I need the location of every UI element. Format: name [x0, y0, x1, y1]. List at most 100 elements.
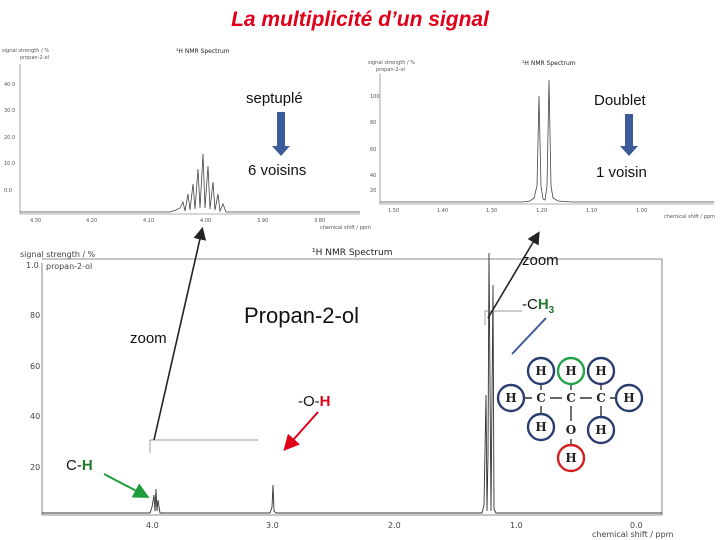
- spectrum-main-ytick: 40: [30, 412, 41, 421]
- main-spectrum-trace: [42, 252, 662, 514]
- spectrum-left-ytick: 20.0: [4, 135, 16, 141]
- spectrum-main-xtick: 3.0: [266, 521, 279, 530]
- spectrum-left-ytick: 0.0: [4, 188, 12, 194]
- ring-h-hydroxyl: [556, 443, 586, 473]
- spectrum-right-xtick: 1.10: [586, 208, 598, 214]
- atom-o: O: [566, 423, 576, 437]
- atom-c: C: [566, 391, 576, 405]
- doublet-peaks: [380, 79, 714, 203]
- spectrum-left-ytick: 10.0: [4, 161, 16, 167]
- ch3-pointer-arrow: [511, 317, 547, 355]
- ring-h-top-right: [586, 356, 616, 386]
- spectrum-main-ylabel: signal strength / %: [20, 250, 96, 259]
- oh-hydrogen: H: [319, 393, 331, 410]
- spectrum-main-xlabel: chemical shift / ppm: [592, 530, 674, 539]
- ring-h-left: [496, 383, 526, 413]
- spectrum-left-xtick: 3.90: [257, 218, 269, 224]
- spectrum-main-header: ¹H NMR Spectrum: [312, 248, 393, 258]
- spectrum-left-xtick: 4.00: [200, 218, 212, 224]
- spectrum-left-xtick: 3.80: [314, 218, 326, 224]
- ring-h-bottom-right: [586, 415, 616, 445]
- atom-h: H: [535, 364, 546, 378]
- spectrum-left-xtick: 4.10: [143, 218, 155, 224]
- ring-h-right: [614, 383, 644, 413]
- doublet-down-arrow: [620, 114, 638, 156]
- spectrum-main-xtick: 0.0: [630, 521, 643, 530]
- spectrum-right-ylabel: signal strength / %: [368, 60, 416, 66]
- spectrum-right-xtick: 1.30: [486, 208, 498, 214]
- spectrum-left-xtick: 4.20: [86, 218, 98, 224]
- atom-h: H: [595, 364, 606, 378]
- spectrum-main-xtick: 1.0: [510, 521, 523, 530]
- spectrum-right-xtick: 1.40: [437, 208, 449, 214]
- spectrum-main-ytick: 80: [30, 311, 41, 320]
- one-neighbor-label: 1 voisin: [596, 164, 647, 181]
- spectrum-right-xtick: 1.50: [388, 208, 400, 214]
- atom-h: H: [505, 391, 516, 405]
- zoom-left-arrow: [153, 226, 207, 441]
- atom-c: C: [596, 391, 606, 405]
- zoom-left-label: zoom: [130, 330, 167, 347]
- spectrum-right-sample: propan-2-ol: [376, 67, 405, 73]
- spectrum-left-ytick: 30.0: [4, 108, 16, 114]
- spectrum-small-right: signal strength / % propan-2-ol ¹H NMR S…: [362, 56, 718, 226]
- atom-h: H: [565, 364, 576, 378]
- septuple-label: septuplé: [246, 90, 303, 107]
- ring-h-bottom-left: [526, 412, 556, 442]
- spectrum-main-plot: [41, 252, 663, 516]
- ch3-prefix: -C: [522, 296, 538, 313]
- spectrum-main-sample: propan-2-ol: [46, 262, 93, 271]
- spectrum-left-ytick: 40.0: [4, 82, 16, 88]
- spectrum-right-xtick: 1.20: [536, 208, 548, 214]
- atom-h: H: [595, 423, 606, 437]
- oh-prefix: -O-: [298, 393, 320, 410]
- septuplet-peaks: [20, 153, 360, 213]
- ch3-hydrogen: H: [537, 296, 549, 313]
- spectrum-main-ytick: 1.0: [26, 261, 39, 270]
- atom-h: H: [623, 391, 634, 405]
- zoom-right-label: zoom: [522, 252, 559, 269]
- atom-h: H: [565, 451, 576, 465]
- spectrum-right-xtick: 1.00: [636, 208, 648, 214]
- oh-label: -O-H: [298, 393, 331, 410]
- spectrum-main-xtick: 2.0: [388, 521, 401, 530]
- spectrum-right-ytick: 100: [370, 94, 380, 100]
- ch-prefix: C-: [66, 457, 82, 474]
- spectrum-left-sample: propan-2-ol: [20, 55, 49, 61]
- spectrum-main: signal strength / % propan-2-ol ¹H NMR S…: [0, 245, 720, 540]
- ring-h-top-left: [526, 356, 556, 386]
- spectrum-main-ytick: 20: [30, 463, 41, 472]
- spectrum-main-ytick: 60: [30, 362, 41, 371]
- spectrum-right-header: ¹H NMR Spectrum: [522, 60, 576, 67]
- spectrum-small-left: signal strength / % propan-2-ol ¹H NMR S…: [0, 44, 371, 234]
- spectrum-right-ytick: 80: [370, 120, 377, 126]
- zoom-right-arrow: [487, 231, 540, 319]
- oh-pointer-arrow: [283, 411, 319, 451]
- spectrum-right-ytick: 40: [370, 173, 377, 179]
- atom-h: H: [535, 420, 546, 434]
- six-neighbors-label: 6 voisins: [248, 162, 307, 179]
- page-title: La multiplicité d’un signal: [231, 8, 489, 31]
- ch3-label: -CH3: [522, 296, 554, 316]
- spectrum-left-ylabel: signal strength / %: [2, 48, 50, 54]
- spectrum-right-xlabel: chemical shift / ppm: [664, 214, 715, 220]
- spectrum-left-xtick: 4.30: [30, 218, 42, 224]
- ring-h-top-center: [556, 356, 586, 386]
- spectrum-left-xlabel: chemical shift / ppm: [320, 225, 371, 231]
- spectrum-left-plot: [19, 64, 360, 215]
- atom-c: C: [536, 391, 546, 405]
- spectrum-right-ytick: 20: [370, 188, 377, 194]
- molecule-name-label: Propan-2-ol: [244, 303, 359, 328]
- ch-pointer-arrow: [103, 473, 150, 498]
- spectrum-main-xtick: 4.0: [146, 521, 159, 530]
- ch3-subscript: 3: [548, 305, 555, 316]
- spectrum-right-ytick: 60: [370, 147, 377, 153]
- septuple-down-arrow: [272, 112, 290, 156]
- doublet-label: Doublet: [594, 92, 646, 109]
- ch-hydrogen: H: [81, 457, 93, 474]
- spectrum-left-header: ¹H NMR Spectrum: [176, 48, 230, 55]
- ch-label: C-H: [66, 457, 93, 474]
- spectrum-right-plot: [379, 74, 714, 205]
